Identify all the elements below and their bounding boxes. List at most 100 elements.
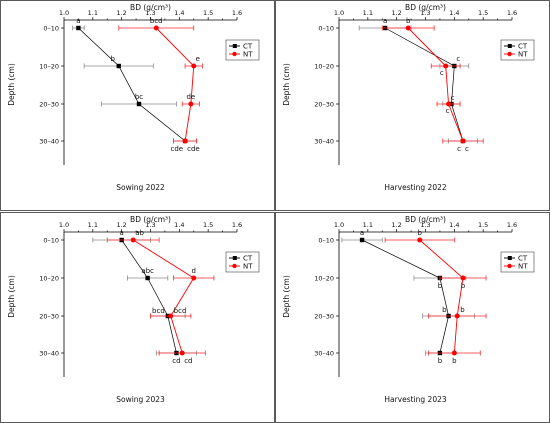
significance-label: a — [360, 229, 364, 237]
x-tick-label: 1.2 — [116, 221, 126, 229]
significance-label: b — [442, 306, 447, 314]
data-point-NT — [191, 275, 197, 281]
data-point-NT — [460, 138, 466, 144]
data-point-NT — [451, 350, 457, 356]
y-tick-label: 10–20 — [314, 274, 334, 282]
data-point-NT — [454, 313, 460, 319]
legend-marker-CT — [232, 44, 237, 48]
y-tick-label: 30–40 — [39, 137, 59, 145]
x-tick-label: 1.1 — [363, 9, 373, 17]
significance-label: c — [446, 107, 450, 115]
y-tick-label: 0–10 — [43, 24, 59, 32]
data-point-NT — [179, 350, 185, 356]
x-tick-label: 1.6 — [232, 9, 242, 17]
significance-label: ab — [135, 229, 144, 237]
series-line-NT — [407, 27, 464, 142]
x-tick-label: 1.4 — [449, 9, 459, 17]
y-tick-label: 10–20 — [314, 62, 334, 70]
y-tick-label: 30–40 — [314, 137, 334, 145]
x-tick-label: 1.5 — [478, 221, 488, 229]
y-tick-label: 0–10 — [318, 236, 334, 244]
x-tick-label: 1.3 — [420, 221, 430, 229]
y-tick-label: 20–30 — [314, 100, 334, 108]
panel-3: 1.0 1.1 1.2 1.3 1.4 1.5 1.6 BD (g/cm³) 0–10 10–20… — [0, 212, 275, 423]
x-tick-label: 1.6 — [507, 9, 517, 17]
y-tick-label: 20–30 — [39, 100, 59, 108]
series-line-CT — [361, 239, 449, 354]
x-tick-label: 1.0 — [334, 221, 344, 229]
x-tick-label: 1.3 — [145, 221, 155, 229]
significance-label: bcd — [152, 307, 165, 315]
significance-label: c — [457, 145, 461, 153]
significance-label: b — [406, 17, 411, 25]
significance-label: cd — [184, 357, 192, 365]
y-axis-title: Depth (cm) — [282, 63, 291, 106]
y-tick-label: 20–30 — [39, 312, 59, 320]
data-point-NT — [443, 63, 449, 69]
legend-label-CT: CT — [518, 42, 528, 50]
panel-caption: Harvesting 2023 — [384, 395, 447, 404]
legend-label-NT: NT — [518, 50, 528, 58]
significance-label: cde — [170, 145, 183, 153]
series-line-CT — [121, 239, 177, 354]
data-point-NT — [188, 101, 194, 107]
legend-marker-NT — [507, 263, 512, 269]
y-tick-label: 30–40 — [39, 349, 59, 357]
significance-label: a — [76, 17, 80, 25]
significance-label: b — [438, 357, 443, 365]
x-tick-label: 1.0 — [334, 9, 344, 17]
x-tick-label: 1.4 — [174, 221, 184, 229]
x-tick-label: 1.5 — [203, 221, 213, 229]
y-tick-label: 0–10 — [318, 24, 334, 32]
legend-marker-NT — [232, 51, 237, 57]
y-tick-label: 0–10 — [43, 236, 59, 244]
significance-label: c — [465, 145, 469, 153]
x-axis-title: BD (g/cm³) — [130, 215, 171, 224]
legend-label-CT: CT — [518, 254, 528, 262]
x-tick-label: 1.1 — [88, 9, 98, 17]
significance-label: c — [440, 69, 444, 77]
significance-label: b — [461, 282, 466, 290]
significance-label: bc — [135, 93, 143, 101]
legend-label-NT: NT — [243, 262, 253, 270]
significance-label: de — [186, 93, 195, 101]
significance-label: cde — [187, 145, 200, 153]
significance-label: b — [438, 282, 443, 290]
data-point-NT — [191, 63, 197, 69]
legend-label-NT: NT — [518, 262, 528, 270]
x-tick-label: 1.2 — [391, 9, 401, 17]
significance-label: bcd — [174, 307, 187, 315]
data-point-NT — [130, 237, 136, 243]
x-axis-title: BD (g/cm³) — [405, 3, 446, 12]
y-tick-label: 30–40 — [314, 349, 334, 357]
significance-label: abc — [141, 267, 154, 275]
x-axis-title: BD (g/cm³) — [405, 215, 446, 224]
x-tick-label: 1.5 — [478, 9, 488, 17]
x-tick-label: 1.1 — [88, 221, 98, 229]
significance-label: e — [196, 55, 200, 63]
y-axis-title: Depth (cm) — [7, 63, 16, 106]
y-tick-label: 20–30 — [314, 312, 334, 320]
data-point-NT — [168, 313, 174, 319]
data-point-NT — [405, 25, 411, 31]
significance-label: b — [452, 357, 457, 365]
significance-label: b — [460, 306, 465, 314]
significance-label: c — [456, 55, 460, 63]
series-line-NT — [155, 27, 195, 142]
x-tick-label: 1.4 — [449, 221, 459, 229]
y-axis-title: Depth (cm) — [7, 275, 16, 318]
data-point-CT — [136, 101, 142, 107]
panel-4: 1.0 1.1 1.2 1.3 1.4 1.5 1.6 BD (g/cm³) 0–10 10–20… — [275, 212, 550, 423]
panel-frame — [0, 0, 275, 211]
panel-caption: Harvesting 2022 — [384, 183, 447, 192]
legend-label-CT: CT — [243, 42, 253, 50]
series-line-NT — [132, 239, 195, 354]
x-tick-label: 1.6 — [507, 221, 517, 229]
y-axis-title: Depth (cm) — [282, 275, 291, 318]
x-tick-label: 1.1 — [363, 221, 373, 229]
x-tick-label: 1.6 — [232, 221, 242, 229]
legend-marker-CT — [507, 44, 512, 48]
